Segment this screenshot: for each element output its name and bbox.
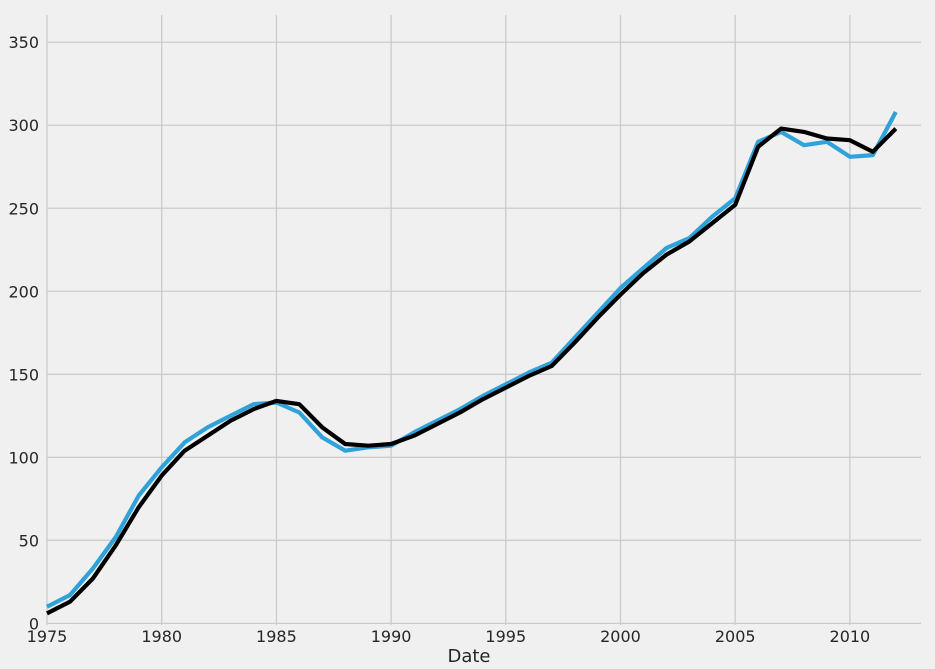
y-tick-label: 0 — [29, 614, 39, 633]
y-tick-label: 200 — [8, 282, 39, 301]
x-tick-label: 1985 — [256, 627, 297, 646]
x-tick-label: 1995 — [485, 627, 526, 646]
x-tick-label: 1990 — [371, 627, 412, 646]
y-tick-label: 250 — [8, 199, 39, 218]
series-layer — [46, 111, 898, 616]
tick-layer: 0 50 100 150 200 250 300 350 1975 1980 1985 1990 199… — [8, 33, 870, 646]
y-tick-label: 100 — [8, 448, 39, 467]
x-tick-label: 2005 — [715, 627, 756, 646]
grid-layer — [46, 15, 921, 625]
x-axis-label: Date — [447, 646, 490, 667]
y-tick-label: 350 — [8, 33, 39, 52]
x-tick-label: 1980 — [141, 627, 182, 646]
x-tick-label: 1975 — [27, 627, 68, 646]
y-tick-label: 50 — [19, 531, 39, 550]
x-tick-label: 2010 — [830, 627, 871, 646]
y-tick-label: 150 — [8, 365, 39, 384]
black-series-line — [46, 126, 898, 616]
y-tick-label: 300 — [8, 116, 39, 135]
x-tick-label: 2000 — [600, 627, 641, 646]
